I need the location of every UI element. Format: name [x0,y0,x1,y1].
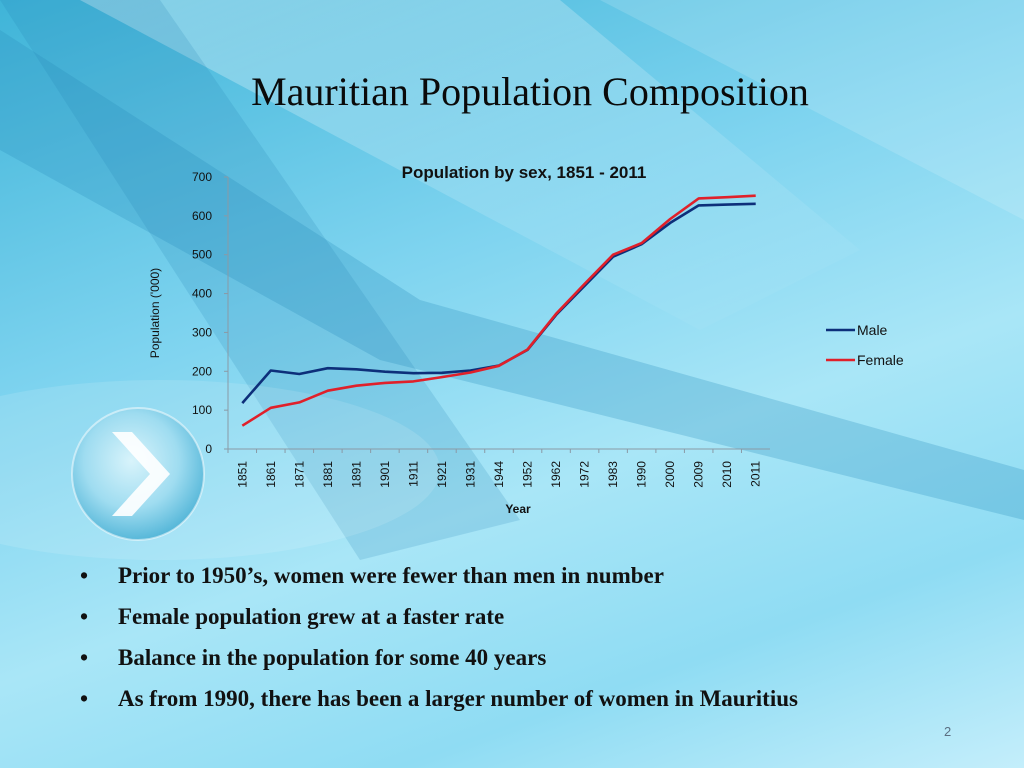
bullet-item: • Female population grew at a faster rate [80,599,798,640]
bullet-item: • Balance in the population for some 40 y… [80,640,798,681]
page-number: 2 [944,724,952,739]
x-tick-label: 2009 [692,461,706,488]
x-tick-label: 1851 [235,461,249,488]
chart-title: Population by sex, 1851 - 2011 [402,163,647,182]
series-line-male [241,202,756,404]
x-tick-label: 2000 [663,461,677,488]
y-tick-label: 300 [192,325,212,339]
x-axis-label: Year [505,502,531,516]
bullet-text: As from 1990, there has been a larger nu… [118,686,798,711]
bullet-glyph: • [80,604,89,629]
x-tick-label: 1921 [435,461,449,488]
x-tick-label: 1944 [492,461,506,488]
x-tick-label: 1983 [606,461,620,488]
bullet-text: Balance in the population for some 40 ye… [118,645,547,670]
y-tick-label: 400 [192,287,212,301]
bullet-item: • As from 1990, there has been a larger n… [80,681,798,722]
x-tick-label: 1952 [521,461,535,488]
x-tick-label: 1990 [635,461,649,488]
bullet-list: • Prior to 1950’s, women were fewer than … [80,558,798,722]
y-tick-label: 200 [192,364,212,378]
x-tick-label: 1901 [378,461,392,488]
x-tick-label: 1972 [578,461,592,488]
series-line-female [241,194,756,427]
legend-label-female: Female [857,352,904,368]
slide-title: Mauritian Population Composition [251,69,809,114]
x-tick-label: 1931 [463,461,477,488]
x-tick-label: 2010 [720,461,734,488]
y-tick-label: 700 [192,170,212,184]
bullet-glyph: • [80,645,89,670]
x-tick-label: 1891 [349,461,363,488]
x-tick-label: 1871 [292,461,306,488]
bullet-text: Prior to 1950’s, women were fewer than m… [118,563,664,588]
x-tick-label: 1861 [264,461,278,488]
y-tick-label: 100 [192,403,212,417]
bullet-text: Female population grew at a faster rate [118,604,505,629]
x-tick-label: 2011 [749,461,763,487]
x-tick-label: 1881 [321,461,335,488]
y-tick-label: 500 [192,248,212,262]
legend-label-male: Male [857,322,888,338]
x-tick-label: 1962 [549,461,563,488]
x-tick-label: 1911 [406,461,420,487]
y-tick-label: 0 [205,442,212,456]
bullet-glyph: • [80,563,89,588]
bullet-glyph: • [80,686,89,711]
bullet-item: • Prior to 1950’s, women were fewer than … [80,558,798,599]
y-tick-label: 600 [192,209,212,223]
y-axis-label: Population ('000) [148,268,162,358]
